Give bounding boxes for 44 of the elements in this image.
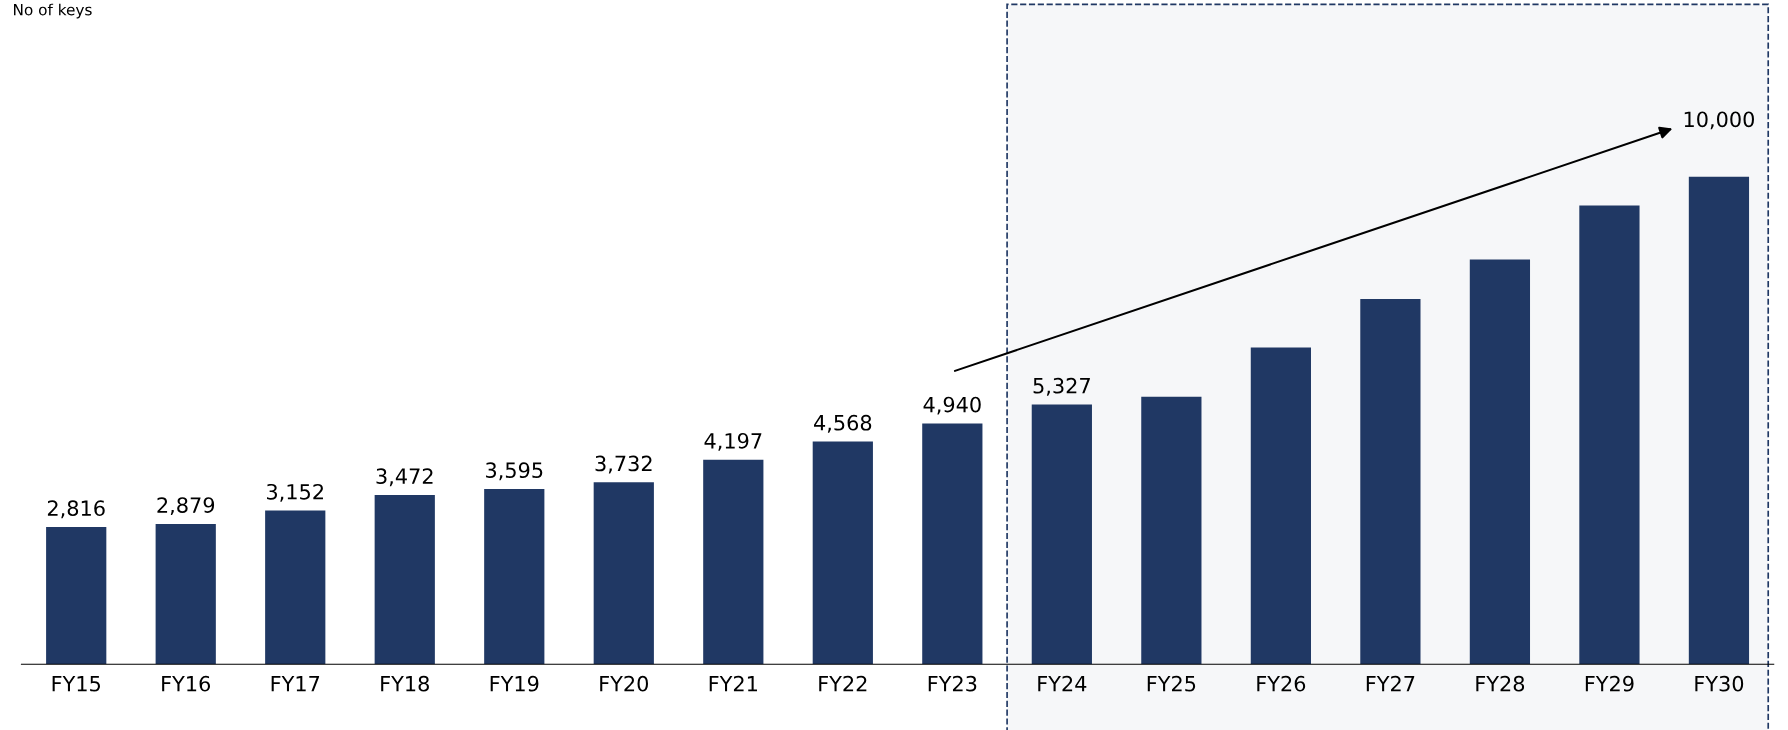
bar: [484, 489, 545, 665]
text: No of keys: [14, 3, 92, 19]
data-label: 5,327: [1033, 377, 1090, 396]
x-tick-label: FY19: [490, 675, 539, 692]
x-tick-label: FY27: [1366, 675, 1415, 692]
bar: [922, 423, 983, 665]
x-tick-label: FY30: [1695, 675, 1744, 692]
x-tick-label: FY24: [1038, 675, 1087, 692]
x-tick-label: FY26: [1257, 675, 1306, 692]
x-tick-label: FY17: [271, 676, 320, 692]
data-label: 3,732: [595, 455, 652, 474]
data-label: 3,152: [267, 483, 323, 502]
x-tick-label: FY21: [709, 675, 757, 692]
bar: [1141, 396, 1202, 665]
bar: [265, 510, 326, 665]
data-label: 3,472: [376, 468, 433, 487]
annotation: 10,000: [1684, 111, 1754, 130]
x-tick-label: FY20: [600, 675, 649, 692]
bar: [1360, 299, 1421, 665]
data-label: 3,595: [486, 462, 543, 481]
bar: [1469, 259, 1531, 665]
bar: [374, 495, 435, 665]
x-tick-label: FY28: [1476, 675, 1525, 692]
bar: [812, 441, 873, 665]
data-label: 4,568: [814, 414, 872, 433]
data-label: 2,879: [157, 497, 215, 516]
x-tick-label: FY15: [52, 676, 100, 692]
bar: [593, 482, 654, 665]
x-tick-label: FY23: [928, 675, 977, 692]
x-tick-label: FY29: [1585, 675, 1634, 692]
x-tick-label: FY25: [1147, 675, 1196, 692]
bar: [1579, 205, 1640, 665]
bar: [155, 523, 216, 665]
data-label: 4,940: [923, 396, 981, 415]
data-label: 2,816: [47, 500, 105, 519]
x-tick-label: FY16: [162, 675, 211, 692]
data-label: 4,197: [704, 432, 762, 451]
bar: [46, 527, 107, 665]
x-tick-label: FY18: [381, 675, 429, 692]
x-tick-label: FY22: [819, 675, 867, 692]
bar: [1031, 404, 1092, 665]
bar: [1250, 347, 1311, 665]
bar: [703, 459, 764, 665]
bar: [1688, 176, 1750, 665]
